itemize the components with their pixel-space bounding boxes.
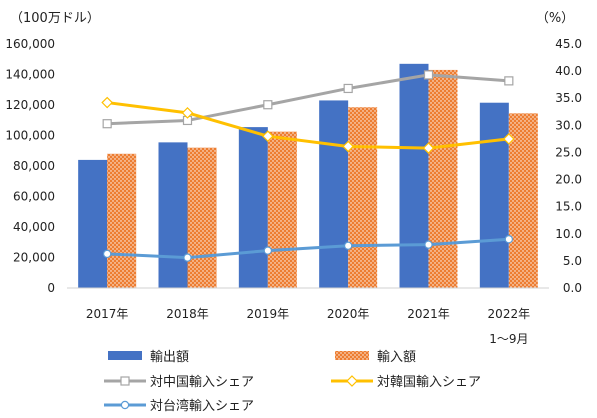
left-axis-unit: （100万ドル） xyxy=(10,11,100,26)
bar-export-0 xyxy=(78,159,108,288)
legend-china-share-marker xyxy=(120,376,130,386)
right-tick-label: 45.0 xyxy=(555,37,582,51)
right-tick-label: 25.0 xyxy=(555,145,582,159)
point-korea-share-5 xyxy=(502,133,515,145)
legend-korea-share-marker xyxy=(346,375,358,387)
bar-import-4 xyxy=(428,69,458,288)
legend-korea-share-label: 対韓国輸入シェア xyxy=(377,375,481,390)
legend-import-swatch xyxy=(335,351,369,360)
left-tick-label: 60,000 xyxy=(13,190,55,204)
x-tick-label: 2022年 xyxy=(488,307,531,321)
left-tick-label: 20,000 xyxy=(13,251,55,265)
left-tick-label: 40,000 xyxy=(13,220,55,234)
point-taiwan-share-3 xyxy=(343,241,353,250)
bar-import-5 xyxy=(508,113,538,288)
x-tick-label: 2017年 xyxy=(86,307,129,321)
point-china-share-5 xyxy=(504,76,514,86)
right-tick-label: 10.0 xyxy=(555,227,582,241)
bar-import-2 xyxy=(267,131,297,288)
legend-taiwan-share-label: 対台湾輸入シェア xyxy=(150,398,254,414)
right-tick-label: 15.0 xyxy=(555,200,582,214)
legend-export-swatch xyxy=(108,351,142,360)
bar-export-4 xyxy=(399,63,429,289)
bar-export-2 xyxy=(238,127,268,288)
point-china-share-0 xyxy=(102,119,112,129)
point-taiwan-share-5 xyxy=(504,234,514,244)
point-korea-share-0 xyxy=(101,96,114,109)
point-taiwan-share-0 xyxy=(102,249,112,259)
point-korea-share-3 xyxy=(342,140,355,153)
right-tick-label: 35.0 xyxy=(555,91,582,105)
left-tick-label: 100,000 xyxy=(5,129,55,143)
point-china-share-4 xyxy=(423,70,434,80)
x-tick-label: 2019年 xyxy=(247,307,290,321)
point-taiwan-share-4 xyxy=(424,240,433,249)
right-tick-label: 30.0 xyxy=(555,118,582,132)
x-tick-label: 2021年 xyxy=(407,307,450,321)
legend-export-label: 輸出額 xyxy=(150,350,189,365)
point-taiwan-share-1 xyxy=(183,253,192,262)
x-tick-label: 2020年 xyxy=(327,307,370,321)
line-china-share xyxy=(107,73,509,126)
left-tick-label: 0 xyxy=(47,281,55,295)
bar-import-3 xyxy=(348,107,378,288)
point-china-share-2 xyxy=(263,100,273,110)
point-korea-share-4 xyxy=(422,142,435,154)
right-tick-label: 20.0 xyxy=(555,173,582,187)
x-tick-label: 2018年 xyxy=(166,307,209,321)
right-tick-label: 40.0 xyxy=(555,64,582,78)
point-korea-share-2 xyxy=(261,130,274,143)
bar-export-1 xyxy=(158,142,188,288)
bar-import-0 xyxy=(107,153,137,288)
left-tick-label: 140,000 xyxy=(5,68,55,82)
bar-export-3 xyxy=(319,100,349,288)
left-tick-label: 80,000 xyxy=(13,159,55,173)
point-taiwan-share-2 xyxy=(263,246,273,255)
left-tick-label: 160,000 xyxy=(5,37,55,51)
legend-taiwan-share-marker xyxy=(120,400,130,410)
legend-china-share-label: 対中国輸入シェア xyxy=(150,375,254,390)
right-axis-unit: （%） xyxy=(536,11,574,26)
legend-import-label: 輸入額 xyxy=(377,350,416,365)
line-taiwan-share xyxy=(107,237,509,260)
bar-export-5 xyxy=(479,102,509,289)
x-tick-note: 1～9月 xyxy=(489,332,528,346)
right-tick-label: 5.0 xyxy=(563,254,582,268)
left-tick-label: 120,000 xyxy=(5,98,55,112)
point-korea-share-1 xyxy=(181,107,194,119)
right-tick-label: 0.0 xyxy=(563,281,582,295)
line-korea-share xyxy=(106,101,510,150)
bar-import-1 xyxy=(187,147,217,288)
point-china-share-3 xyxy=(343,83,353,94)
